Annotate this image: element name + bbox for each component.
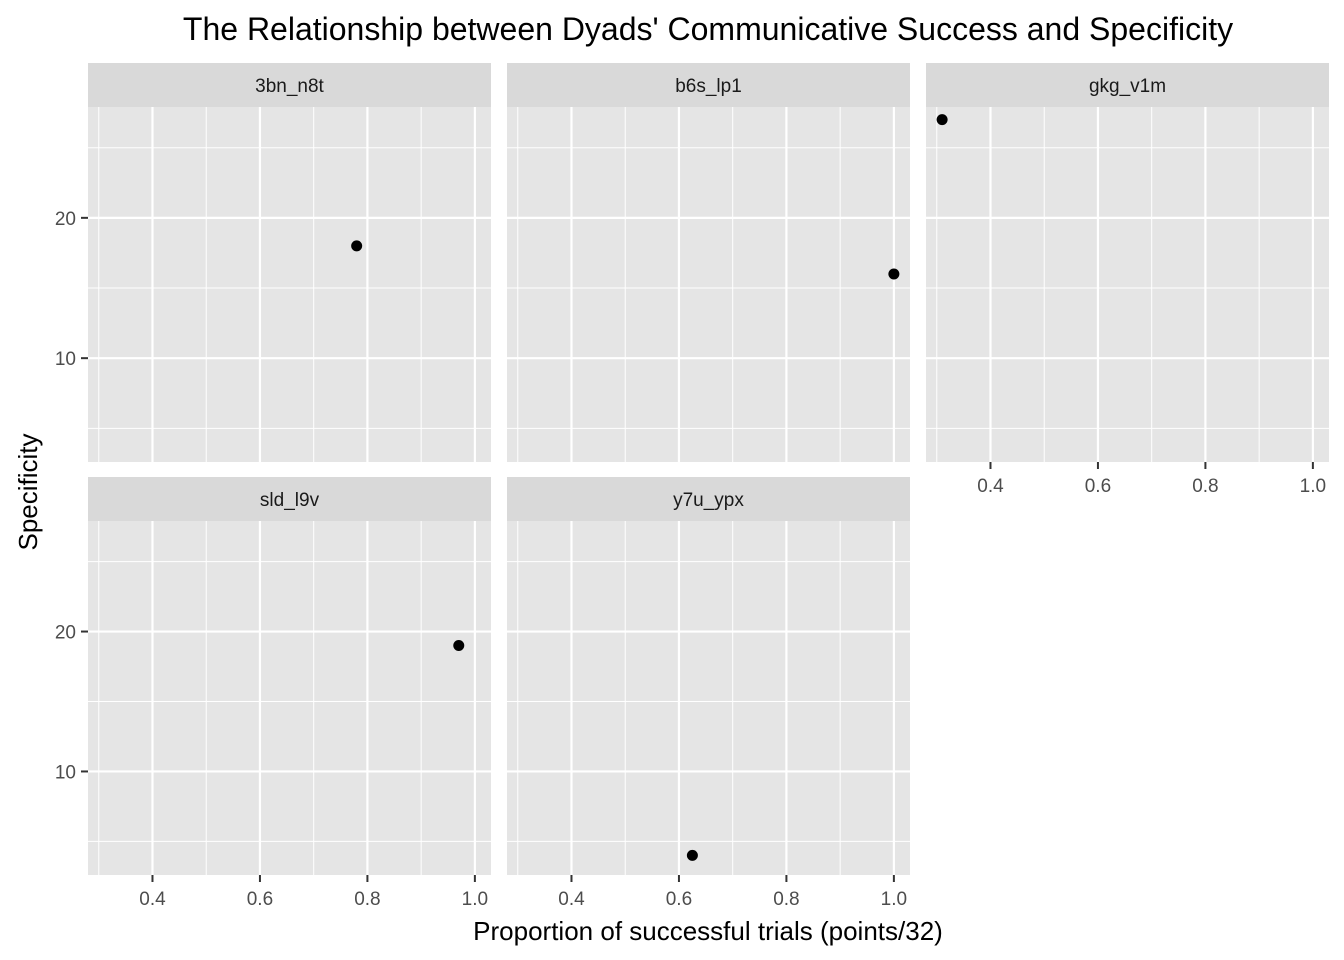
facet-strip — [926, 63, 1329, 107]
facet-strip-label: 3bn_n8t — [255, 76, 324, 97]
x-axis-title: Proportion of successful trials (points/… — [473, 916, 943, 946]
x-tick-label: 0.4 — [139, 889, 166, 910]
y-tick-label: 10 — [55, 762, 76, 783]
facet-b6s_lp1: b6s_lp1 — [507, 63, 910, 462]
data-point — [888, 268, 900, 280]
facet-3bn_n8t: 3bn_n8t 10 20 — [55, 63, 491, 462]
data-point — [686, 849, 698, 861]
facet-strip — [88, 477, 491, 521]
y-tick-label: 20 — [55, 209, 76, 230]
panel-background — [507, 521, 910, 875]
facet-strip — [507, 63, 910, 107]
data-point — [351, 240, 363, 252]
panel-background — [88, 107, 491, 462]
x-tick-label: 0.8 — [354, 889, 380, 910]
panel-background — [88, 521, 491, 875]
x-tick-label: 0.4 — [977, 476, 1004, 497]
chart-title: The Relationship between Dyads' Communic… — [183, 11, 1233, 47]
x-tick-label: 0.8 — [1192, 476, 1218, 497]
x-tick-label: 1.0 — [462, 889, 488, 910]
x-tick-label: 1.0 — [1300, 476, 1326, 497]
x-tick-label: 0.6 — [247, 889, 273, 910]
panel-background — [507, 107, 910, 462]
y-tick-label: 10 — [55, 349, 76, 370]
facet-strip-label: sld_l9v — [260, 490, 320, 511]
data-point — [936, 114, 948, 126]
data-point — [453, 640, 465, 652]
facet-y7u_ypx: y7u_ypx 0.4 0.6 0.8 1.0 — [507, 477, 910, 910]
x-tick-label: 0.6 — [666, 889, 692, 910]
facet-strip — [88, 63, 491, 107]
facet-strip-label: b6s_lp1 — [675, 76, 742, 97]
facet-sld_l9v: sld_l9v 10 20 0.4 0.6 0.8 1.0 — [55, 477, 491, 910]
y-tick-label: 20 — [55, 623, 76, 644]
facet-strip-label: gkg_v1m — [1089, 76, 1166, 97]
x-tick-label: 0.4 — [558, 889, 585, 910]
x-tick-label: 0.8 — [773, 889, 799, 910]
x-tick-label: 0.6 — [1085, 476, 1111, 497]
facet-strip — [507, 477, 910, 521]
facet-gkg_v1m: gkg_v1m 0.4 0.6 0.8 1.0 — [926, 63, 1329, 497]
facet-strip-label: y7u_ypx — [673, 490, 744, 511]
y-axis-title: Specificity — [13, 433, 43, 550]
x-tick-label: 1.0 — [881, 889, 907, 910]
panel-background — [926, 107, 1329, 462]
